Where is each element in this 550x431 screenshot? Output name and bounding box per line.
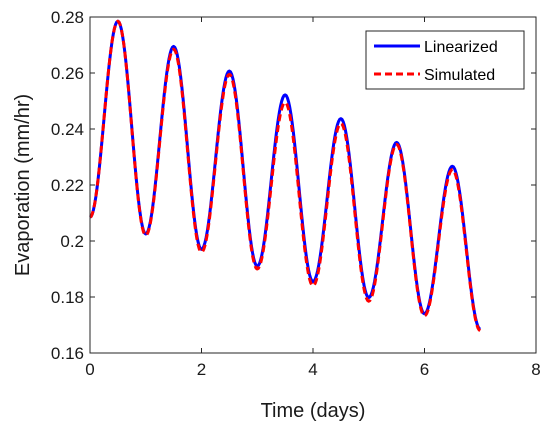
y-axis-title: Evaporation (mm/hr) <box>12 94 34 276</box>
legend-box <box>365 30 525 90</box>
y-tick-label: 0.24 <box>51 120 84 139</box>
legend-label-simulated: Simulated <box>424 67 495 84</box>
legend: Linearized Simulated <box>365 30 525 90</box>
y-axis: 0.16 0.18 0.2 0.22 0.24 0.26 0.28 <box>51 8 536 363</box>
y-tick-label: 0.16 <box>51 344 84 363</box>
x-axis: 0 2 4 6 8 <box>85 17 541 379</box>
x-tick-label: 0 <box>85 360 94 379</box>
series-line-simulated <box>89 19 482 332</box>
y-tick-label: 0.22 <box>51 176 84 195</box>
x-tick-label: 6 <box>420 360 429 379</box>
y-tick-label: 0.18 <box>51 288 84 307</box>
x-tick-label: 2 <box>197 360 206 379</box>
y-tick-label: 0.26 <box>51 64 84 83</box>
y-tick-label: 0.2 <box>60 232 84 251</box>
x-tick-label: 8 <box>531 360 540 379</box>
x-tick-label: 4 <box>308 360 317 379</box>
legend-label-linearized: Linearized <box>424 39 498 56</box>
y-tick-label: 0.28 <box>51 8 84 27</box>
series-layer <box>89 19 482 332</box>
x-axis-title: Time (days) <box>261 400 366 422</box>
